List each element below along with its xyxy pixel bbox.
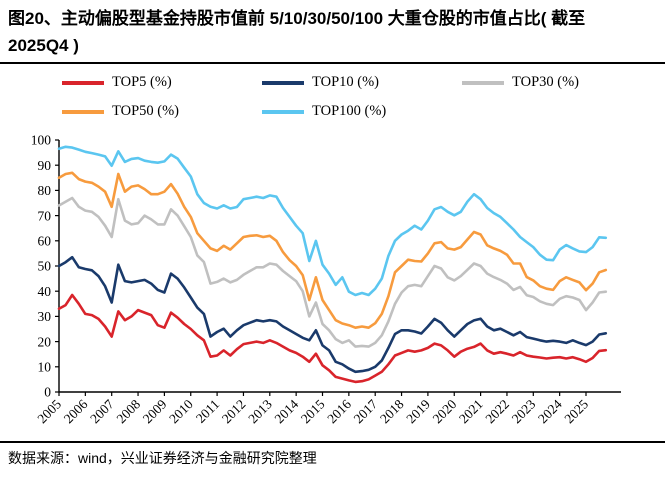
y-tick-label: 70 <box>38 208 52 223</box>
x-tick-label: 2016 <box>324 396 354 426</box>
x-tick-label: 2015 <box>298 396 328 426</box>
legend-line-swatch <box>62 109 104 114</box>
x-tick-label: 2022 <box>482 397 512 427</box>
y-tick-label: 100 <box>31 133 52 148</box>
figure-title-line2: 2025Q4 ) <box>8 36 79 55</box>
x-axis-ticks: 2005200620072008200920102011201220132014… <box>34 392 591 426</box>
x-tick-label: 2014 <box>272 396 302 426</box>
x-tick-label: 2017 <box>351 396 381 426</box>
y-tick-label: 80 <box>38 183 52 198</box>
legend-line-swatch <box>462 80 504 85</box>
legend-label: TOP10 (%) <box>312 74 379 90</box>
series-line-top10- <box>57 255 608 374</box>
x-tick-label: 2006 <box>61 396 91 426</box>
x-tick-label: 2011 <box>193 397 222 426</box>
y-tick-label: 0 <box>44 385 51 400</box>
y-axis-ticks: 0 10 20 30 40 50 60 70 80 90 100 <box>31 133 59 400</box>
y-tick-label: 40 <box>38 284 52 299</box>
series-line-top50- <box>57 171 608 330</box>
figure-title: 图20、主动偏股型基金持股市值前 5/10/30/50/100 大重仓股的市值占… <box>8 5 658 59</box>
figure-title-line1: 图20、主动偏股型基金持股市值前 5/10/30/50/100 大重仓股的市值占… <box>8 9 586 28</box>
series-line-top30- <box>57 196 608 348</box>
chart-legend: TOP5 (%) TOP10 (%) TOP30 (%) TOP50 (%) TOP10… <box>62 74 662 120</box>
legend-label: TOP5 (%) <box>112 74 172 90</box>
legend-line-swatch <box>262 109 304 114</box>
legend-label: TOP100 (%) <box>312 103 387 119</box>
x-tick-label: 2021 <box>456 397 486 427</box>
legend-item-top10-: TOP10 (%) <box>262 74 462 91</box>
x-tick-label: 2010 <box>166 396 196 426</box>
x-tick-label: 2024 <box>535 396 565 426</box>
legend-item-top5-: TOP5 (%) <box>62 74 262 91</box>
x-tick-label: 2009 <box>140 396 170 426</box>
series-line-top100- <box>57 145 608 297</box>
legend-line-swatch <box>62 80 104 85</box>
y-tick-label: 60 <box>38 234 52 249</box>
y-tick-label: 50 <box>38 259 52 274</box>
x-tick-label: 2013 <box>245 396 275 426</box>
x-tick-label: 2012 <box>219 397 249 427</box>
x-tick-label: 2025 <box>561 396 591 426</box>
legend-item-top100-: TOP100 (%) <box>262 103 462 120</box>
legend-item-top30-: TOP30 (%) <box>462 74 662 91</box>
x-tick-label: 2007 <box>87 396 117 426</box>
x-tick-label: 2018 <box>377 396 407 426</box>
x-tick-label: 2005 <box>34 396 64 426</box>
title-divider <box>0 62 665 64</box>
legend-item-top50-: TOP50 (%) <box>62 103 262 120</box>
legend-label: TOP30 (%) <box>512 74 579 90</box>
x-tick-label: 2019 <box>403 396 433 426</box>
legend-line-swatch <box>262 80 304 85</box>
x-tick-label: 2008 <box>113 396 143 426</box>
legend-label: TOP50 (%) <box>112 103 179 119</box>
axes <box>58 140 621 393</box>
x-tick-label: 2023 <box>509 396 539 426</box>
y-tick-label: 90 <box>38 158 52 173</box>
series-line-top5- <box>57 293 608 384</box>
source-divider <box>0 441 665 443</box>
data-source-note: 数据来源：wind，兴业证券经济与金融研究院整理 <box>8 450 317 466</box>
x-tick-label: 2020 <box>430 396 460 426</box>
y-tick-label: 20 <box>38 334 52 349</box>
y-tick-label: 30 <box>38 309 52 324</box>
y-tick-label: 10 <box>38 360 52 375</box>
highlight-box-2025 <box>587 177 619 376</box>
